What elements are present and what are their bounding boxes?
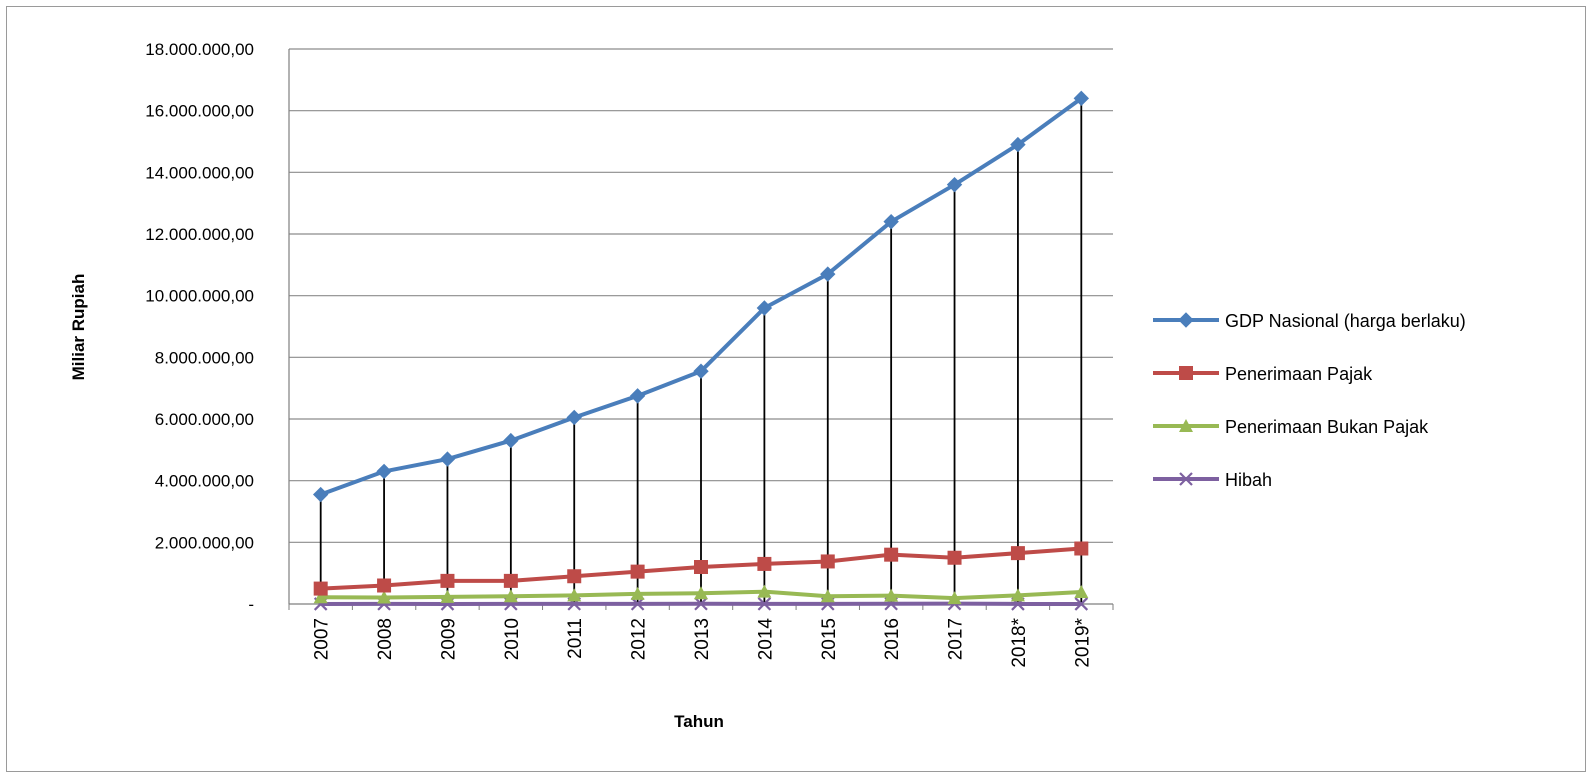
x-tick-label: 2015 xyxy=(819,618,840,660)
data-point-2 xyxy=(757,584,772,598)
data-point-1 xyxy=(313,581,328,596)
x-tick-label: 2019* xyxy=(1072,617,1093,667)
legend-label: Penerimaan Pajak xyxy=(1225,364,1373,384)
y-tick-label: 14.000.000,00 xyxy=(145,163,254,182)
chart-frame: - 2.000.000,00 4.000.000,00 6.000.000,00 8.0… xyxy=(6,6,1586,772)
data-point-1 xyxy=(757,556,772,571)
grid-lines xyxy=(288,48,1114,610)
data-point-2 xyxy=(694,586,708,600)
y-tick-labels: - 2.000.000,00 4.000.000,00 6.000.000,00 8.0… xyxy=(145,40,254,614)
chart-svg: - 2.000.000,00 4.000.000,00 6.000.000,00 8.0… xyxy=(69,40,1466,731)
data-point-2 xyxy=(884,588,899,602)
series-layer xyxy=(312,90,1090,611)
data-point-1 xyxy=(503,573,518,588)
legend-marker xyxy=(1179,366,1193,380)
drop-lines xyxy=(319,98,1083,604)
data-point-0 xyxy=(883,213,899,230)
x-tick-label: 2017 xyxy=(946,618,967,660)
y-tick-label: 18.000.000,00 xyxy=(145,40,254,59)
data-point-1 xyxy=(884,547,899,562)
data-point-0 xyxy=(566,409,582,426)
x-tick-label: 2011 xyxy=(565,618,586,659)
data-point-3 xyxy=(694,597,708,611)
legend-marker xyxy=(1179,419,1193,432)
data-point-0 xyxy=(376,463,392,480)
x-tick-label: 2014 xyxy=(755,618,776,661)
marker-x-stroke xyxy=(1074,597,1089,611)
data-point-0 xyxy=(820,266,836,282)
y-tick-label: 12.000.000,00 xyxy=(145,225,254,244)
data-point-0 xyxy=(439,451,456,467)
x-tick-label: 2010 xyxy=(502,618,523,660)
data-point-1 xyxy=(820,554,835,569)
data-point-2 xyxy=(313,590,328,604)
legend-marker xyxy=(1179,472,1193,486)
legend-label: GDP Nasional (harga berlaku) xyxy=(1225,311,1466,331)
data-point-2 xyxy=(377,590,392,604)
data-point-1 xyxy=(1074,541,1089,556)
data-point-1 xyxy=(377,578,392,593)
x-axis-title: Tahun xyxy=(674,712,724,731)
marker-x-stroke xyxy=(757,597,772,611)
data-point-3 xyxy=(630,597,645,611)
data-point-2 xyxy=(630,586,645,600)
x-tick-labels: 2007 2008 2009 2010 2011 2012 2013 2014 2015 2016… xyxy=(312,617,1094,667)
x-tick-label: 2013 xyxy=(692,618,713,660)
y-tick-label: 10.000.000,00 xyxy=(145,287,254,306)
marker-x-stroke xyxy=(1179,472,1193,486)
y-axis-title: Miliar Rupiah xyxy=(69,274,88,381)
x-tick-label: 2009 xyxy=(438,618,459,660)
data-point-2 xyxy=(503,589,518,603)
data-point-2 xyxy=(820,589,835,603)
y-tick-label: 2.000.000,00 xyxy=(155,533,254,552)
data-point-1 xyxy=(947,550,962,565)
legend-label: Penerimaan Bukan Pajak xyxy=(1225,417,1429,437)
data-point-2 xyxy=(567,588,582,602)
y-tick-label: 4.000.000,00 xyxy=(155,472,254,491)
data-point-1 xyxy=(1010,546,1025,561)
data-point-2 xyxy=(947,591,962,605)
data-point-1 xyxy=(440,573,455,588)
x-tick-label: 2012 xyxy=(629,618,650,660)
x-tick-label: 2008 xyxy=(375,618,396,660)
data-point-0 xyxy=(756,300,773,316)
data-point-0 xyxy=(312,486,329,503)
x-tick-label: 2007 xyxy=(312,618,333,660)
y-tick-label: 16.000.000,00 xyxy=(145,102,254,121)
data-point-2 xyxy=(1074,584,1089,598)
data-point-3 xyxy=(757,597,772,611)
data-point-3 xyxy=(1074,597,1089,611)
x-tick-label: 2016 xyxy=(882,618,903,660)
legend: GDP Nasional (harga berlaku) Penerimaan P… xyxy=(1153,311,1466,490)
data-point-0 xyxy=(1010,136,1026,153)
data-point-2 xyxy=(1010,588,1025,602)
legend-label: Hibah xyxy=(1225,470,1272,490)
marker-x-stroke xyxy=(694,597,708,611)
y-tick-label: - xyxy=(248,595,254,614)
data-point-0 xyxy=(629,388,646,404)
data-point-2 xyxy=(440,589,455,603)
y-tick-label: 6.000.000,00 xyxy=(155,410,254,429)
data-point-1 xyxy=(694,560,708,574)
data-point-1 xyxy=(567,569,582,584)
marker-x-stroke xyxy=(630,597,645,611)
data-point-0 xyxy=(1073,90,1090,107)
y-tick-label: 8.000.000,00 xyxy=(155,348,254,367)
data-point-0 xyxy=(946,176,963,193)
data-point-0 xyxy=(693,363,709,379)
legend-marker xyxy=(1178,312,1194,328)
x-tick-label: 2018* xyxy=(1009,617,1030,667)
data-point-1 xyxy=(630,564,645,579)
data-point-0 xyxy=(503,432,519,449)
